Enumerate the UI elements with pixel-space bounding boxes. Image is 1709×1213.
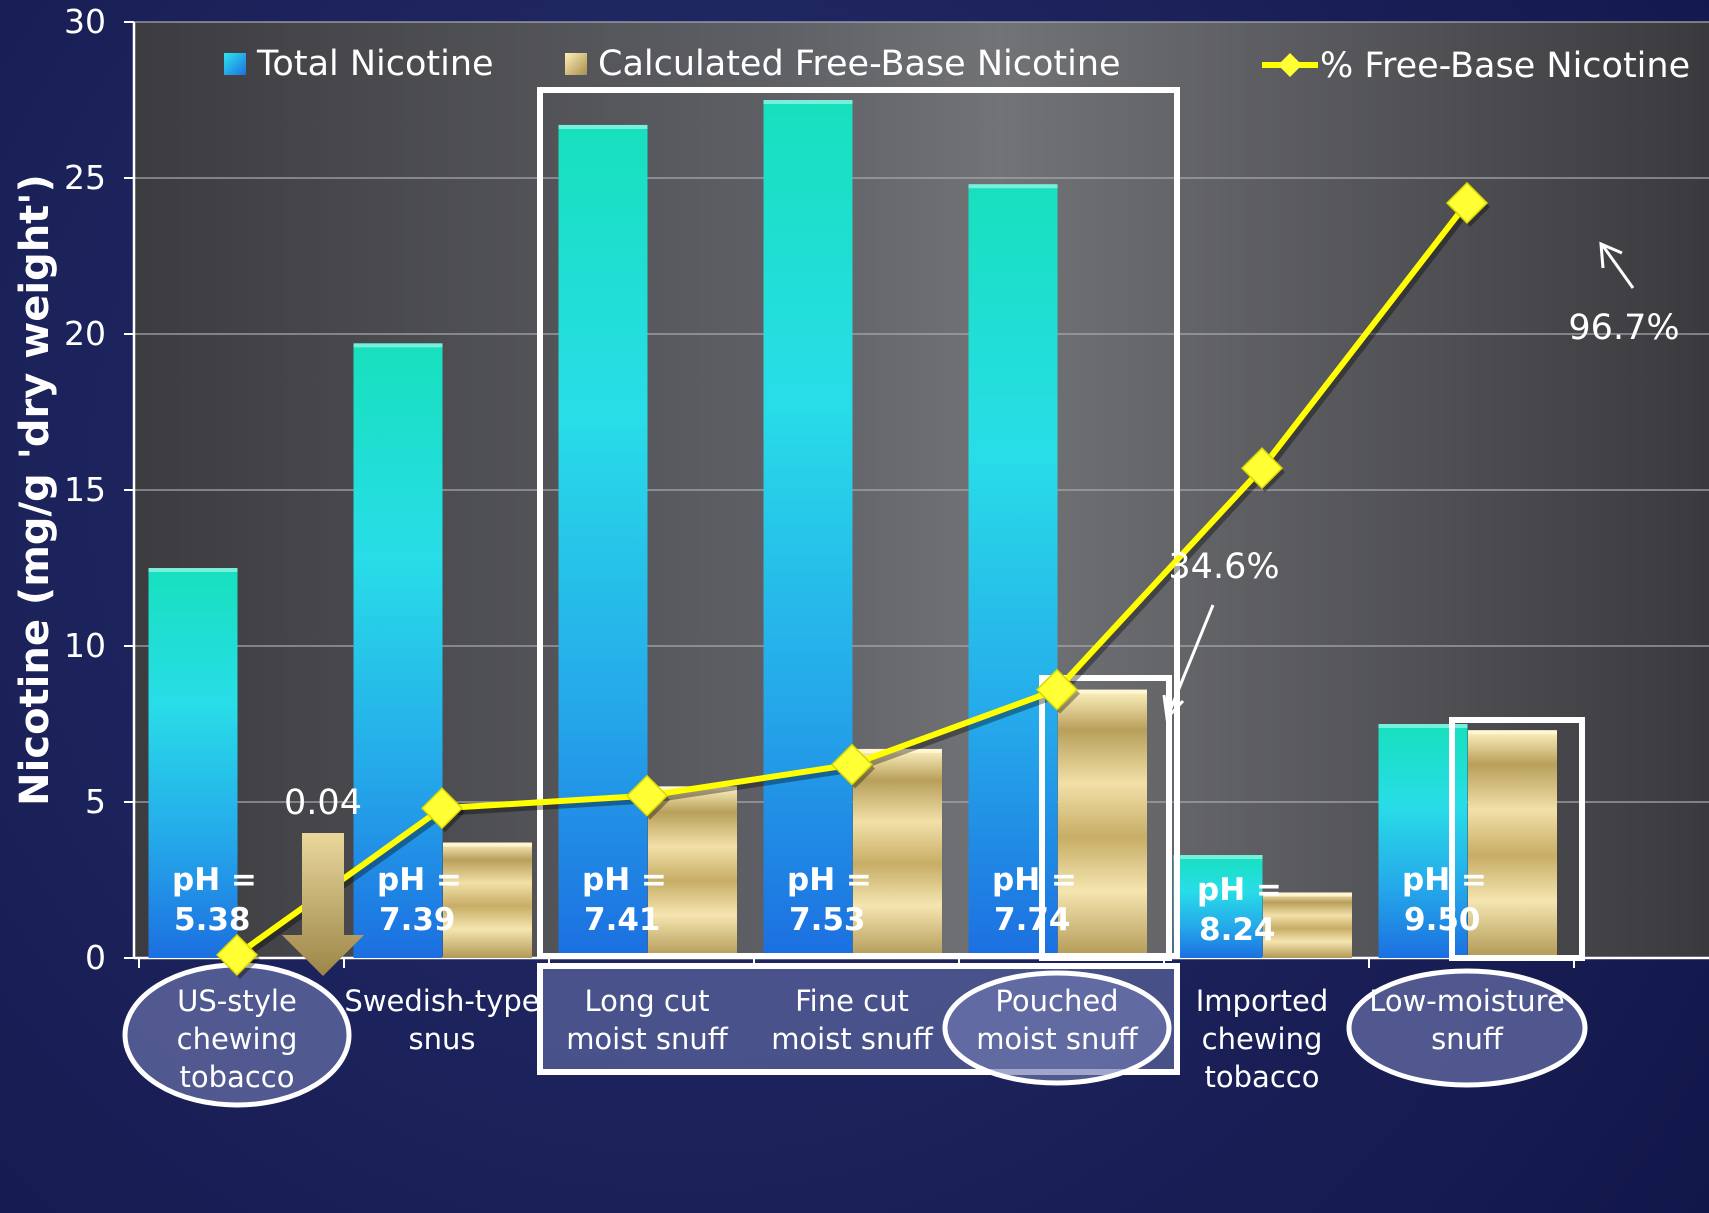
y-tick-label: 30: [64, 2, 106, 41]
category-label: chewing: [177, 1022, 298, 1056]
category-label: moist snuff: [566, 1022, 729, 1056]
total-nicotine-bar: [559, 125, 648, 958]
total-nicotine-bar: [149, 568, 238, 958]
category-label: chewing: [1202, 1022, 1323, 1056]
total-nicotine-bar-top: [969, 184, 1058, 188]
category-label: US-style: [177, 984, 297, 1018]
ph-label-value: 9.50: [1404, 902, 1481, 938]
legend-label-total: Total Nicotine: [256, 44, 494, 84]
y-axis-label: Nicotine (mg/g 'dry weight'): [12, 174, 58, 806]
ph-label-prefix: pH =: [172, 862, 257, 898]
free-base-nicotine-bar-top: [443, 843, 532, 847]
ph-label-value: 7.53: [789, 902, 866, 938]
annotation-96-7: 96.7%: [1568, 308, 1679, 348]
free-base-nicotine-bar: [1468, 730, 1557, 958]
y-tick-label: 10: [64, 626, 106, 665]
total-nicotine-bar-top: [149, 568, 238, 572]
ph-label-value: 5.38: [174, 902, 251, 938]
category-label: moist snuff: [771, 1022, 934, 1056]
ph-label-value: 8.24: [1199, 912, 1276, 948]
category-label: snuff: [1431, 1022, 1504, 1056]
total-nicotine-bar-top: [354, 343, 443, 347]
y-tick-label: 20: [64, 314, 106, 353]
ph-label-value: 7.39: [379, 902, 456, 938]
ph-label-prefix: pH =: [1197, 872, 1282, 908]
total-nicotine-bar-top: [1174, 855, 1263, 859]
annotation-34-6: 34.6%: [1168, 547, 1279, 587]
category-label: Swedish-type: [344, 984, 539, 1018]
category-label: Imported: [1196, 984, 1329, 1018]
category-label: snus: [409, 1022, 476, 1056]
ph-label-prefix: pH =: [377, 862, 462, 898]
y-axis: 0 5 10 15 20 25 30: [64, 2, 134, 977]
y-tick-label: 15: [64, 470, 106, 509]
legend-label-percent: % Free-Base Nicotine: [1320, 46, 1690, 86]
category-label: Low-moisture: [1369, 984, 1565, 1018]
legend-swatch-total: [224, 53, 246, 75]
ph-label-value: 7.74: [994, 902, 1071, 938]
ph-label-prefix: pH =: [582, 862, 667, 898]
category-label: Long cut: [584, 984, 709, 1018]
category-label: tobacco: [1205, 1060, 1320, 1094]
legend-label-free-base: Calculated Free-Base Nicotine: [598, 44, 1121, 84]
annotation-0-04: 0.04: [284, 783, 362, 823]
total-nicotine-bar-top: [559, 125, 648, 129]
ph-label-prefix: pH =: [992, 862, 1077, 898]
y-tick-label: 25: [64, 158, 106, 197]
ph-label-value: 7.41: [584, 902, 661, 938]
category-label: Fine cut: [795, 984, 909, 1018]
free-base-nicotine-bar: [443, 843, 532, 958]
total-nicotine-bar-top: [764, 100, 853, 104]
ph-label-prefix: pH =: [787, 862, 872, 898]
total-nicotine-bar: [764, 100, 853, 958]
y-tick-label: 5: [85, 782, 106, 821]
legend-swatch-free-base: [565, 53, 587, 75]
category-label: moist snuff: [976, 1022, 1139, 1056]
free-base-nicotine-bar-top: [1468, 730, 1557, 734]
category-label: Pouched: [995, 984, 1118, 1018]
legend: Total Nicotine Calculated Free-Base Nicot…: [224, 44, 1690, 86]
category-label: tobacco: [180, 1060, 295, 1094]
free-base-nicotine-bar: [1058, 690, 1147, 958]
y-tick-label: 0: [85, 938, 106, 977]
ph-label-prefix: pH =: [1402, 862, 1487, 898]
free-base-nicotine-bar: [853, 749, 942, 958]
